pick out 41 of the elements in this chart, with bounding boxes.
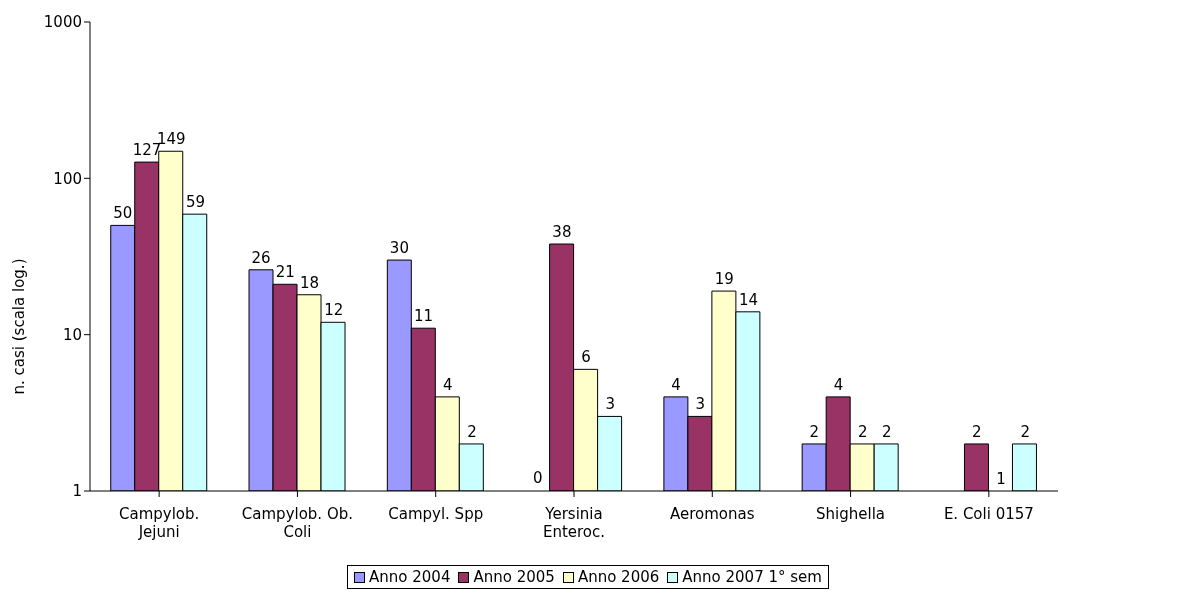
data-label: 3 [695,395,705,414]
x-tick-label: Campylob. Ob. Coli [241,505,354,541]
y-tick-label: 10 [62,325,82,344]
y-axis-title: n. casi (scala log.) [10,258,29,395]
data-label: 11 [414,307,434,326]
y-tick-label: 1000 [43,13,82,32]
data-label: 1 [996,470,1006,488]
y-tick-label: 1 [72,482,82,501]
data-label: 2 [882,422,892,441]
data-label: 21 [275,263,295,282]
legend-label: Anno 2007 1° sem [681,568,822,586]
data-label: 2 [809,422,820,441]
x-tick-label: E. Coli 0157 [943,505,1034,523]
x-tick-label: Yersinia Enteroc. [542,505,606,541]
x-tick-label: Campyl. Spp [388,505,484,523]
data-label: 12 [324,301,344,320]
x-tick-label: Campylob. Jejuni [118,505,200,541]
data-label: 19 [714,270,734,289]
data-label: 4 [833,375,844,394]
data-label: 6 [581,348,591,367]
data-label: 4 [443,375,453,394]
data-label: 2 [857,422,868,441]
y-tick-label: 100 [53,169,82,188]
data-label: 4 [671,375,681,394]
data-label: 59 [185,193,205,212]
x-tick-label: Shighella [816,505,886,523]
data-label: 26 [251,248,271,267]
x-tick-label: Aeromonas [670,505,755,523]
data-label: 3 [605,395,616,414]
data-label: 2 [971,422,982,441]
text: 0 [532,469,543,487]
data-label: 30 [389,239,409,258]
legend-label: Anno 2004 [368,568,451,586]
data-label: 2 [1020,422,1030,441]
data-label: 14 [739,290,759,309]
data-label: 50 [113,204,133,223]
data-label: 2 [467,422,477,441]
legend-label: Anno 2005 [472,568,555,586]
legend-label: Anno 2006 [576,568,660,586]
data-label: 18 [299,273,320,292]
data-label: 38 [552,223,572,242]
